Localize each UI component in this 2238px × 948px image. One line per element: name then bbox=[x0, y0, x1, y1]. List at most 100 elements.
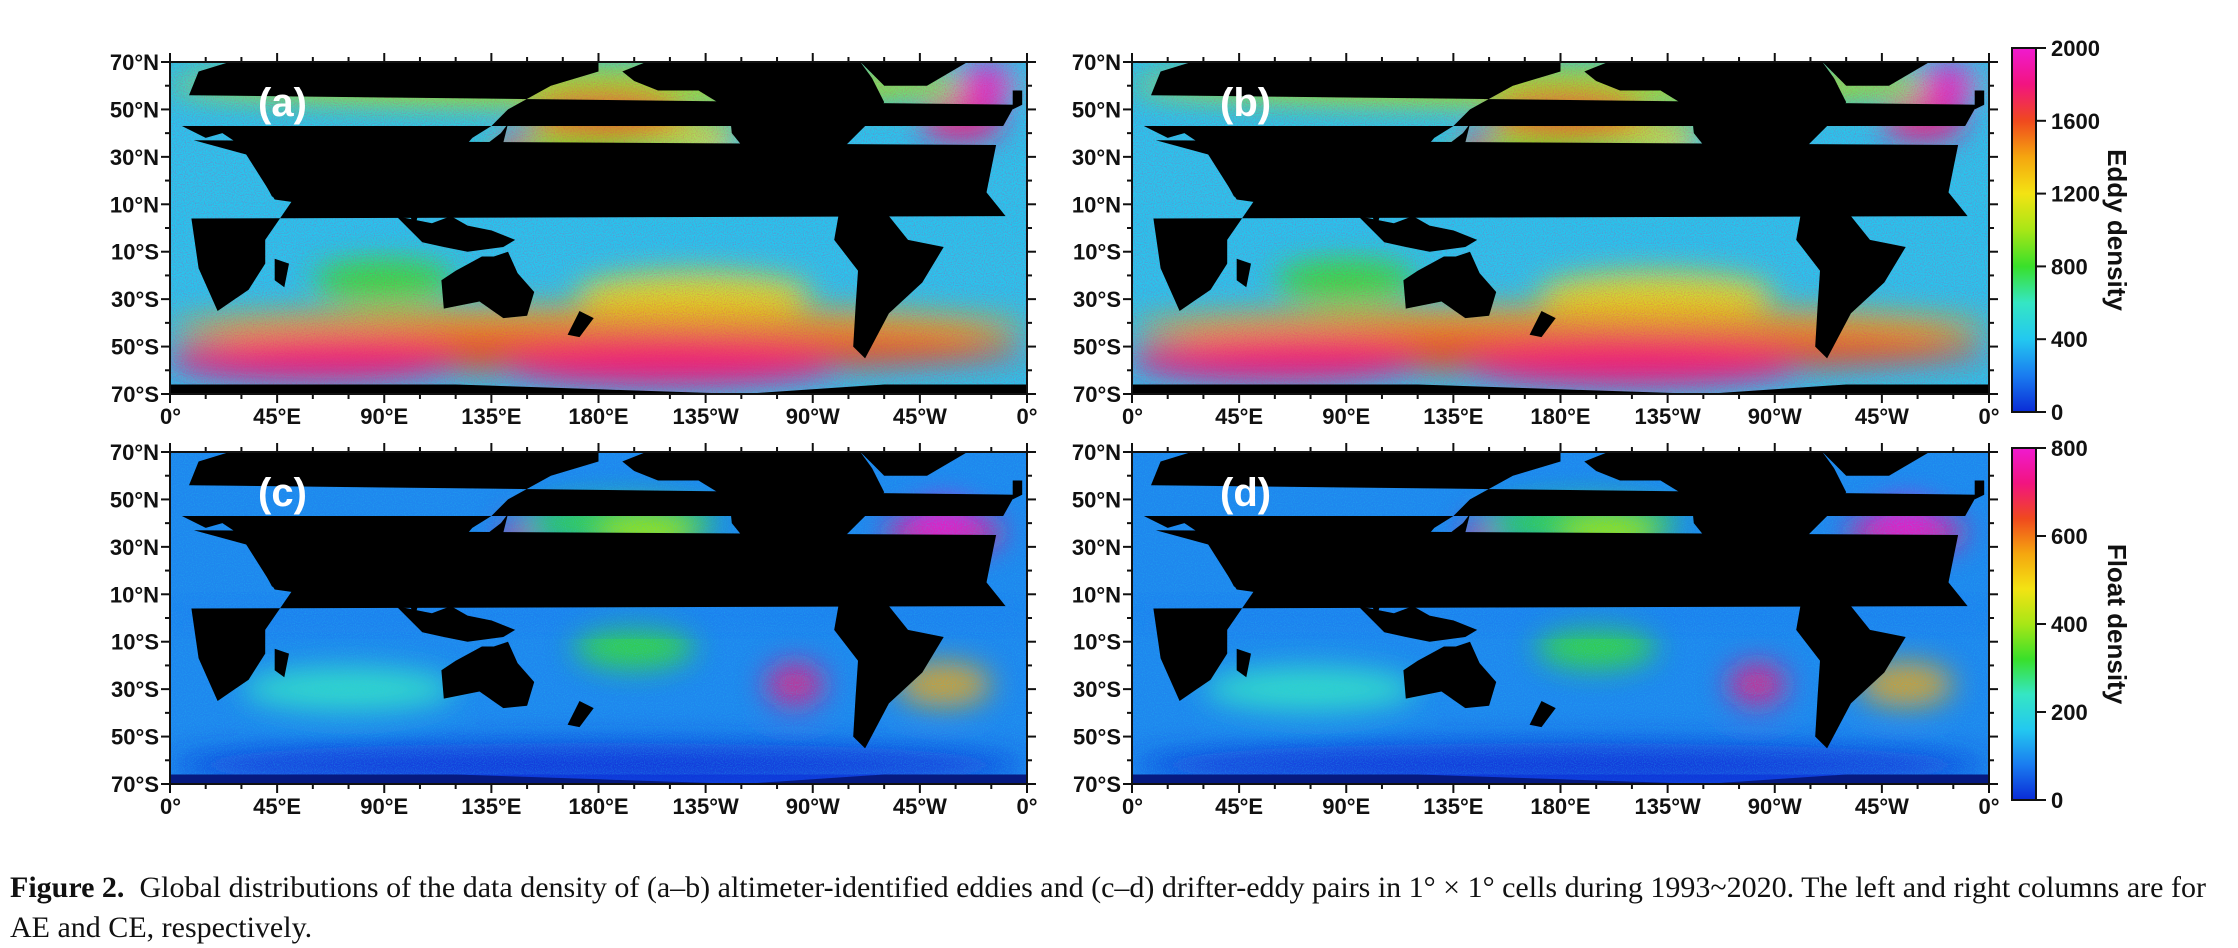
land-madagascar bbox=[1236, 648, 1251, 678]
lat-tick-label: 10°S bbox=[1073, 630, 1121, 655]
land-newzealand bbox=[1529, 311, 1556, 338]
lon-tick-label: 90°E bbox=[1322, 404, 1370, 429]
lat-tick-label: 30°N bbox=[1072, 145, 1121, 170]
land-antarctica bbox=[170, 384, 1027, 394]
colorbar-tick-label: 2000 bbox=[2051, 36, 2100, 61]
land-uk bbox=[1974, 480, 1985, 500]
lat-tick-label: 70°N bbox=[1072, 440, 1121, 465]
colorbar-tick-label: 0 bbox=[2051, 788, 2063, 813]
lat-tick-label: 30°S bbox=[1073, 677, 1121, 702]
colorbar-tick-label: 400 bbox=[2051, 612, 2088, 637]
land-madagascar bbox=[274, 258, 289, 288]
land-newzealand bbox=[1529, 701, 1556, 728]
lon-tick-label: 45°E bbox=[1215, 794, 1263, 819]
lat-tick-label: 10°S bbox=[111, 240, 159, 265]
lon-tick-label: 135°E bbox=[461, 404, 521, 429]
land-indonesia bbox=[396, 606, 516, 642]
land-japan bbox=[1441, 123, 1470, 153]
lon-tick-label: 135°W bbox=[672, 404, 739, 429]
colorbar-title: Float density bbox=[2102, 544, 2132, 705]
land-northAmerica bbox=[1584, 452, 1847, 597]
land-indonesia bbox=[396, 216, 516, 252]
land-antarctica bbox=[1132, 384, 1989, 394]
lat-tick-label: 70°N bbox=[110, 50, 159, 75]
lat-tick-label: 50°S bbox=[111, 335, 159, 360]
land-australia bbox=[441, 251, 535, 319]
land-southAmerica bbox=[1796, 199, 1906, 359]
colorbar-title: Eddy density bbox=[2102, 149, 2132, 311]
map-panel-b: 70°N50°N30°N10°N10°S30°S50°S70°S0° 45°E 90… bbox=[1072, 50, 2000, 429]
lat-tick-label: 30°N bbox=[1072, 535, 1121, 560]
lon-tick-label: 135°E bbox=[1423, 794, 1483, 819]
lat-tick-label: 50°S bbox=[1073, 335, 1121, 360]
caption-label: Figure 2. bbox=[10, 871, 125, 904]
land-japan bbox=[479, 123, 508, 153]
lat-tick-label: 50°N bbox=[1072, 97, 1121, 122]
lon-tick-label: 90°E bbox=[360, 404, 408, 429]
lon-tick-label: 45°W bbox=[893, 794, 947, 819]
density-field-c bbox=[170, 452, 1027, 784]
colorbar-tick-label: 1200 bbox=[2051, 182, 2100, 207]
colorbar-tick-label: 1600 bbox=[2051, 109, 2100, 134]
land-japan bbox=[1441, 513, 1470, 543]
lon-tick-label: 135°E bbox=[461, 794, 521, 819]
lon-tick-label: 135°W bbox=[1634, 794, 1701, 819]
lat-tick-label: 30°S bbox=[1073, 287, 1121, 312]
land-madagascar bbox=[274, 648, 289, 678]
map-panel-c: 70°N50°N30°N10°N10°S30°S50°S70°S0° 45°E 90… bbox=[110, 440, 1038, 819]
map-panel-d: 70°N50°N30°N10°N10°S30°S50°S70°S0° 45°E 90… bbox=[1072, 440, 2000, 819]
figure-canvas: 70°N50°N30°N10°N10°S30°S50°S70°S0° 45°E 90… bbox=[110, 36, 2132, 819]
land-greenland bbox=[860, 62, 968, 86]
panel-label-c: (c) bbox=[258, 471, 307, 515]
lon-tick-label: 45°W bbox=[1855, 404, 1909, 429]
lon-tick-label: 0° bbox=[1016, 404, 1037, 429]
lon-tick-label: 180°E bbox=[568, 794, 628, 819]
lon-tick-label: 90°W bbox=[1748, 794, 1802, 819]
lon-tick-label: 0° bbox=[1016, 794, 1037, 819]
lon-tick-label: 0° bbox=[1122, 794, 1143, 819]
lon-tick-label: 90°E bbox=[360, 794, 408, 819]
lon-tick-label: 0° bbox=[1978, 794, 1999, 819]
lat-tick-label: 30°S bbox=[111, 287, 159, 312]
land-southAmerica bbox=[834, 199, 944, 359]
panel-label-b: (b) bbox=[1220, 81, 1271, 125]
lon-tick-label: 45°W bbox=[1855, 794, 1909, 819]
lon-tick-label: 180°E bbox=[1530, 404, 1590, 429]
lon-tick-label: 0° bbox=[1978, 404, 1999, 429]
lat-tick-label: 30°N bbox=[110, 535, 159, 560]
land-uk bbox=[1974, 90, 1985, 110]
land-uk bbox=[1012, 90, 1023, 110]
colorbar-ramp bbox=[2011, 47, 2037, 413]
lon-tick-label: 0° bbox=[160, 794, 181, 819]
lat-tick-label: 70°S bbox=[111, 382, 159, 407]
lat-tick-label: 50°S bbox=[1073, 725, 1121, 750]
lat-tick-label: 50°N bbox=[110, 97, 159, 122]
lat-tick-label: 70°N bbox=[110, 440, 159, 465]
lat-tick-label: 70°S bbox=[1073, 772, 1121, 797]
land-australia bbox=[1403, 251, 1497, 319]
land-indonesia bbox=[1358, 216, 1478, 252]
lat-tick-label: 50°S bbox=[111, 725, 159, 750]
land-australia bbox=[441, 641, 535, 709]
colorbar-tick-label: 0 bbox=[2051, 400, 2063, 425]
land-greenland bbox=[1822, 452, 1930, 476]
lat-tick-label: 70°S bbox=[111, 772, 159, 797]
lon-tick-label: 90°E bbox=[1322, 794, 1370, 819]
lat-tick-label: 10°N bbox=[110, 192, 159, 217]
panel-label-d: (d) bbox=[1220, 471, 1271, 515]
lat-tick-label: 30°S bbox=[111, 677, 159, 702]
lat-tick-label: 30°N bbox=[110, 145, 159, 170]
land-northAmerica bbox=[622, 452, 885, 597]
lon-tick-label: 180°E bbox=[1530, 794, 1590, 819]
lat-tick-label: 10°S bbox=[1073, 240, 1121, 265]
lon-tick-label: 135°W bbox=[672, 794, 739, 819]
density-field-d bbox=[1132, 452, 1989, 784]
land-masses bbox=[170, 452, 1027, 784]
lat-tick-label: 10°S bbox=[111, 630, 159, 655]
colorbar-tick-label: 600 bbox=[2051, 524, 2088, 549]
lon-tick-label: 90°W bbox=[1748, 404, 1802, 429]
colorbar-float: 0 200 400 600 800 Float density bbox=[2011, 436, 2132, 813]
colorbar-eddy: 0 400 800 1200 1600 2000 Eddy density bbox=[2011, 36, 2132, 425]
land-greenland bbox=[860, 452, 968, 476]
lat-tick-label: 70°S bbox=[1073, 382, 1121, 407]
